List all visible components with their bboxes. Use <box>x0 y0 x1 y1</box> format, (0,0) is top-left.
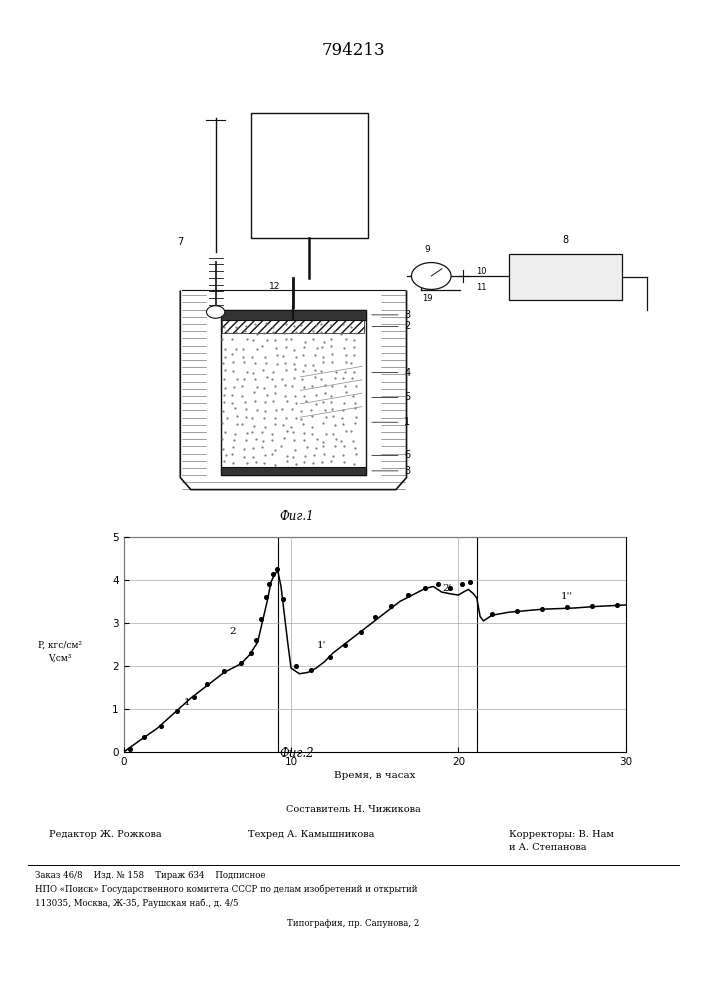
Bar <box>221 310 366 320</box>
Text: Составитель Н. Чижикова: Составитель Н. Чижикова <box>286 805 421 814</box>
Bar <box>221 467 366 475</box>
Text: 5: 5 <box>404 392 411 402</box>
Text: 1': 1' <box>317 641 326 650</box>
Text: Редактор Ж. Рожкова: Редактор Ж. Рожкова <box>49 830 162 839</box>
Point <box>433 576 444 592</box>
Point <box>444 580 455 596</box>
Point <box>464 574 476 590</box>
Bar <box>180 476 407 490</box>
Point <box>267 566 279 582</box>
Text: 6: 6 <box>404 450 411 460</box>
Point <box>402 587 414 603</box>
Text: Фиг.2: Фиг.2 <box>280 747 314 760</box>
Point <box>537 601 548 617</box>
Text: Техред А. Камышникова: Техред А. Камышникова <box>248 830 374 839</box>
Circle shape <box>411 263 451 289</box>
Point <box>587 598 598 614</box>
Text: 1: 1 <box>184 698 191 707</box>
Text: 19: 19 <box>423 294 433 303</box>
Bar <box>251 113 368 238</box>
Point <box>172 703 183 719</box>
Text: 10: 10 <box>476 267 486 276</box>
Point <box>386 598 397 614</box>
Text: 2: 2 <box>404 321 411 331</box>
Text: Корректоры: В. Нам: Корректоры: В. Нам <box>509 830 614 839</box>
Bar <box>221 310 366 475</box>
Point <box>235 655 247 671</box>
Point <box>138 729 149 745</box>
Point <box>486 606 498 622</box>
Text: 7: 7 <box>177 237 183 247</box>
Point <box>456 576 467 592</box>
Point <box>324 649 335 665</box>
Point <box>250 632 262 648</box>
Circle shape <box>206 306 225 318</box>
Point <box>356 624 367 640</box>
Text: Фиг.1: Фиг.1 <box>280 510 314 523</box>
Point <box>271 561 283 577</box>
Text: Типография, пр. Сапунова, 2: Типография, пр. Сапунова, 2 <box>287 919 420 928</box>
Text: 2: 2 <box>229 627 236 636</box>
Text: 8: 8 <box>563 235 568 245</box>
Text: 1: 1 <box>404 417 411 427</box>
Bar <box>380 290 407 478</box>
Bar <box>222 320 364 333</box>
Point <box>201 676 213 692</box>
Point <box>612 597 623 613</box>
Text: 3: 3 <box>404 466 411 476</box>
Bar <box>509 254 622 300</box>
Point <box>255 611 267 627</box>
Point <box>245 645 257 661</box>
Point <box>561 599 573 615</box>
Point <box>511 603 522 619</box>
Text: 113035, Москва, Ж-35, Раушская наб., д. 4/5: 113035, Москва, Ж-35, Раушская наб., д. … <box>35 898 239 908</box>
Point <box>291 658 302 674</box>
Point <box>339 637 350 653</box>
Point <box>264 576 275 592</box>
Text: V,см³: V,см³ <box>48 654 72 662</box>
Text: 4: 4 <box>404 368 411 378</box>
Point <box>260 589 271 605</box>
Text: 11: 11 <box>476 284 486 292</box>
Point <box>218 663 230 679</box>
Text: P, кгс/см²: P, кгс/см² <box>38 641 82 650</box>
Text: 1'': 1'' <box>561 592 573 601</box>
Text: 2': 2' <box>442 584 451 593</box>
Point <box>305 662 317 678</box>
Point <box>124 741 136 757</box>
Text: 9: 9 <box>425 245 431 254</box>
Text: и А. Степанова: и А. Степанова <box>509 843 587 852</box>
Point <box>369 609 380 625</box>
Text: НПО «Поиск» Государственного комитета СССР по делам изобретений и открытий: НПО «Поиск» Государственного комитета СС… <box>35 884 418 894</box>
X-axis label: Время, в часах: Время, в часах <box>334 771 416 780</box>
Text: Заказ 46/8    Изд. № 158    Тираж 634    Подписное: Заказ 46/8 Изд. № 158 Тираж 634 Подписно… <box>35 871 266 880</box>
Bar <box>180 290 207 478</box>
Point <box>188 689 199 705</box>
Point <box>419 580 431 596</box>
Text: 12: 12 <box>269 282 280 291</box>
Text: 794213: 794213 <box>322 42 385 59</box>
Point <box>155 718 166 734</box>
Point <box>277 591 288 607</box>
Text: 3: 3 <box>404 310 411 320</box>
